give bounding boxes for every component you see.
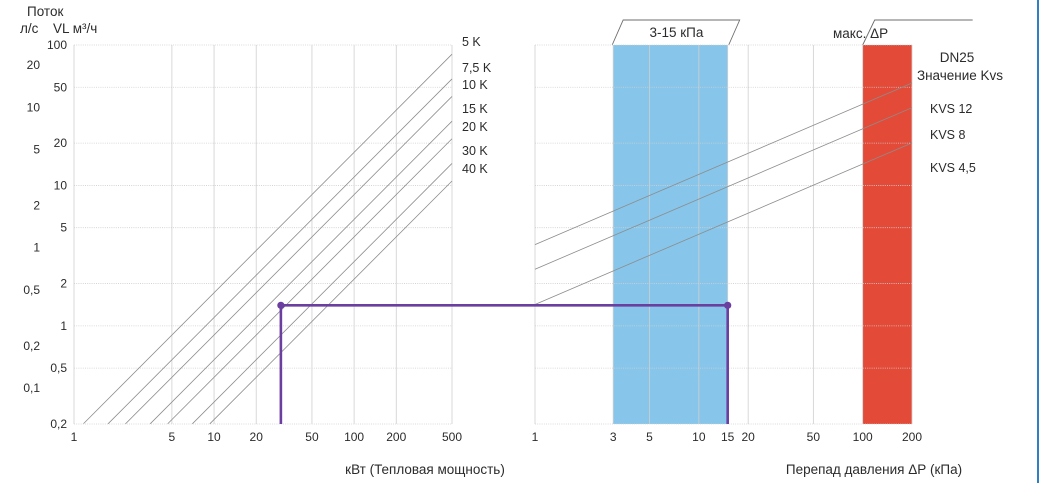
x-axis-title-pressure: Перепад давления ΔР (кПа)	[786, 462, 962, 477]
curve-40K	[209, 180, 453, 425]
x-axis-title-power: кВт (Тепловая мощность)	[345, 462, 505, 477]
x-tick-power: 200	[386, 430, 406, 444]
y-tick-ls: 10	[27, 100, 41, 114]
curve-label-2: 10 K	[462, 78, 488, 92]
kvs-label-2: KVS 4,5	[930, 161, 976, 175]
x-tick-pressure: 20	[741, 430, 755, 444]
y-tick-ls: 0,2	[23, 339, 40, 353]
y-tick-m3h: 1	[60, 319, 67, 333]
band-tab-high	[862, 19, 973, 46]
curve-label-1: 7,5 K	[462, 61, 492, 75]
y-tick-ls: 5	[33, 143, 40, 157]
band-label-low: 3-15 кПа	[649, 25, 703, 40]
y-tick-ls: 1	[33, 241, 40, 255]
y-tick-m3h: 10	[54, 178, 68, 192]
kvs-line-2	[534, 142, 913, 305]
band-1	[862, 45, 912, 424]
x-tick-power: 50	[305, 430, 319, 444]
y-tick-m3h: 0,5	[50, 361, 67, 375]
y-tick-ls: 20	[27, 58, 41, 72]
curve-label-5: 30 K	[462, 144, 488, 158]
kvs-line-1	[534, 107, 913, 270]
x-tick-power: 10	[207, 430, 221, 444]
kvs-label-1: KVS 8	[930, 128, 965, 142]
x-tick-power: 20	[250, 430, 264, 444]
bands-layer	[611, 19, 973, 424]
example-dot-power	[277, 301, 285, 309]
y-tick-ls: 2	[33, 198, 40, 212]
curve-20K	[167, 138, 453, 425]
y-axis-title: Поток	[27, 4, 63, 19]
x-tick-pressure: 10	[692, 430, 706, 444]
band-label-high: макс. ΔР	[833, 26, 888, 41]
kvs-line-0	[534, 82, 913, 245]
pressure-subtitle: Значение Kvs	[917, 68, 1003, 83]
band-tab-low	[611, 19, 741, 46]
x-tick-pressure: 50	[807, 430, 821, 444]
x-tick-pressure: 100	[853, 430, 873, 444]
kvs-label-0: KVS 12	[930, 102, 972, 116]
band-0	[613, 45, 728, 424]
y-axis-unit-ls: л/с	[20, 21, 39, 36]
curve-5K	[83, 53, 453, 424]
curve-label-6: 40 K	[462, 162, 488, 176]
curve-15K	[149, 120, 453, 425]
x-tick-pressure: 1	[532, 430, 539, 444]
curve-label-0: 5 K	[462, 35, 481, 49]
example-layer	[277, 301, 732, 424]
example-path	[279, 304, 729, 424]
grid-layer	[73, 44, 913, 425]
x-tick-power: 5	[169, 430, 176, 444]
pressure-title: DN25	[940, 50, 975, 65]
y-axis-unit-m3h: VL м³/ч	[53, 21, 97, 36]
y-tick-m3h: 5	[60, 221, 67, 235]
y-tick-ls: 0,1	[23, 381, 40, 395]
x-tick-power: 1	[71, 430, 78, 444]
example-dot-pressure	[724, 301, 732, 309]
x-tick-power: 500	[442, 430, 462, 444]
x-tick-pressure: 200	[902, 430, 922, 444]
curve-label-3: 15 K	[462, 102, 488, 116]
curves-layer	[83, 53, 913, 425]
curve-10K	[125, 96, 453, 425]
curve-label-4: 20 K	[462, 120, 488, 134]
curve-30K	[192, 163, 453, 425]
x-tick-pressure: 15	[721, 430, 735, 444]
x-tick-pressure: 3	[610, 430, 617, 444]
y-tick-m3h: 2	[60, 277, 67, 291]
y-tick-m3h: 50	[54, 80, 68, 94]
x-tick-power: 100	[344, 430, 364, 444]
x-tick-pressure: 5	[646, 430, 653, 444]
y-tick-m3h: 100	[47, 38, 67, 52]
y-tick-ls: 0,5	[23, 283, 40, 297]
labels-layer: 5 K 7,5 K 10 K 15 K 20 K 30 K 40 K KVS 12 KVS 8 K…	[20, 0, 1039, 483]
y-tick-m3h: 0,2	[50, 417, 67, 431]
curve-75K	[107, 78, 453, 425]
y-tick-m3h: 20	[54, 136, 68, 150]
